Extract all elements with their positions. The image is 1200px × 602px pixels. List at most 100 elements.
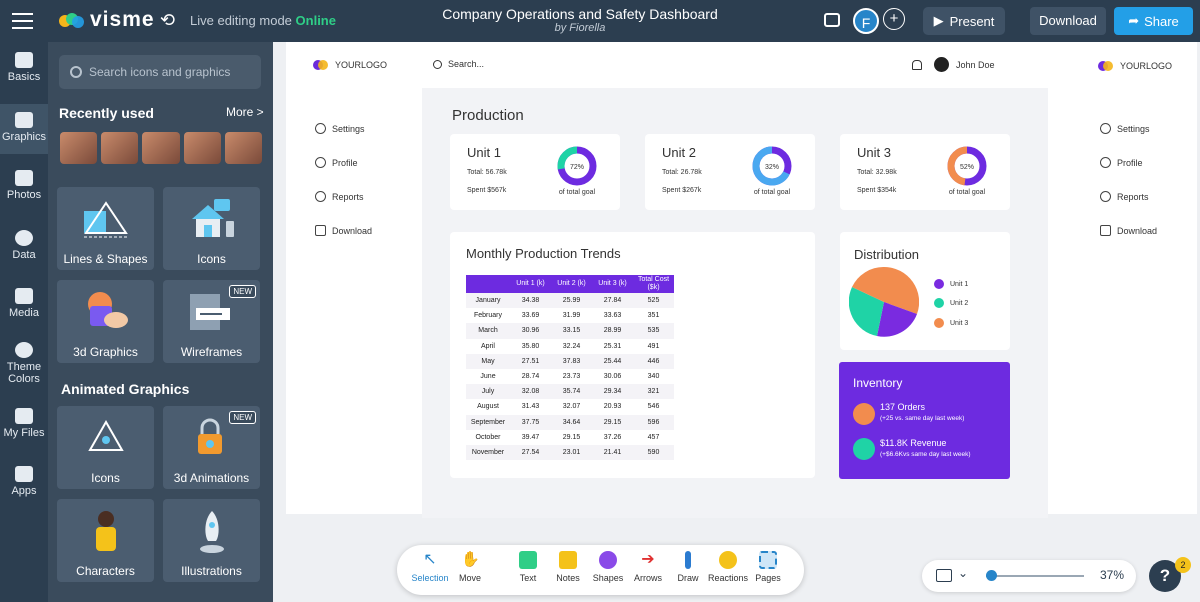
legend-swatch [934, 279, 944, 289]
comments-icon[interactable] [824, 13, 840, 27]
recent-graphic[interactable] [142, 132, 180, 164]
shapes-icon [599, 551, 617, 569]
search-input[interactable]: Search icons and graphics [59, 55, 261, 89]
table-cell: 34.38 [510, 293, 551, 309]
slide-search[interactable]: Search... [433, 59, 484, 69]
bell-icon[interactable] [912, 60, 922, 70]
donut-pct: 52% [960, 164, 974, 171]
tool-shapes[interactable]: Shapes [588, 551, 628, 583]
table-cell: January [466, 293, 510, 309]
iconbar-label: Theme Colors [6, 361, 42, 385]
iconbar-label: Basics [7, 71, 41, 83]
table-cell: 546 [647, 403, 660, 411]
tool-arrows[interactable]: ➔ Arrows [628, 551, 668, 583]
nav-label: Reports [332, 191, 364, 202]
unit-card[interactable]: Unit 1 Total: 56.78k Spent $567k 72% of … [450, 134, 620, 210]
donut-pct: 72% [570, 164, 584, 171]
right-nav-profile[interactable]: Profile [1100, 157, 1143, 168]
tool-draw[interactable]: Draw [668, 551, 708, 583]
brand-logo[interactable]: visme [58, 8, 155, 32]
tile-wireframes[interactable]: NEW Wireframes [163, 280, 260, 363]
pie-slice [877, 302, 917, 337]
zoom-value[interactable]: 37% [1100, 568, 1125, 582]
recent-graphic[interactable] [60, 132, 98, 164]
iconbar-apps[interactable]: Apps [0, 462, 48, 506]
iconbar-theme-colors[interactable]: Theme Colors [0, 338, 48, 390]
table-cell: 31.99 [562, 312, 581, 320]
unit-spent: Spent $267k [662, 187, 702, 194]
tool-pages[interactable]: Pages [748, 551, 788, 583]
tool-reactions[interactable]: Reactions [708, 551, 748, 583]
tool-notes[interactable]: Notes [548, 551, 588, 583]
table-row: September 37.75 34.64 29.15 596 [466, 414, 674, 430]
iconbar-graphics[interactable]: Graphics [0, 104, 48, 154]
table-cell: 28.99 [592, 323, 633, 339]
tool-text[interactable]: Text [508, 551, 548, 583]
menu-icon[interactable] [12, 13, 33, 29]
zoom-control: ⌄ 37% [922, 560, 1136, 592]
slide-logo[interactable]: YOURLOGO [313, 60, 387, 70]
table-cell: 35.80 [521, 342, 540, 350]
present-button[interactable]: ▶ Present [923, 7, 1005, 35]
view-mode-icon[interactable] [936, 569, 952, 582]
tile-icons[interactable]: Icons [163, 187, 260, 270]
download-button[interactable]: Download [1030, 7, 1106, 35]
graphics-icon [15, 112, 33, 128]
tool-selection[interactable]: ↖ Selection [410, 551, 450, 583]
tile-illustrations[interactable]: Illustrations [163, 499, 260, 582]
tile-label: Illustrations [181, 564, 242, 578]
donut-caption: of total goal [558, 189, 596, 196]
more-link[interactable]: More > [226, 105, 264, 119]
media-icon [15, 288, 33, 304]
tile-characters[interactable]: Characters [57, 499, 154, 582]
unit-card[interactable]: Unit 3 Total: 32.98k Spent $354k 52% of … [840, 134, 1010, 210]
unit-card[interactable]: Unit 2 Total: 26.78k Spent $267k 32% of … [645, 134, 815, 210]
iconbar-basics[interactable]: Basics [0, 48, 48, 96]
bottom-toolbar: ↖ Selection ✋ Move Text Notes Shapes ➔ Arro… [397, 545, 804, 595]
document-title[interactable]: Company Operations and Safety Dashboard [442, 6, 718, 22]
nav-label: Download [1117, 225, 1158, 236]
right-nav-reports[interactable]: Reports [1100, 191, 1149, 202]
nav-reports[interactable]: Reports [315, 191, 364, 202]
iconbar-data[interactable]: Data [0, 226, 48, 270]
zoom-slider[interactable] [986, 575, 1084, 577]
table-cell: July [466, 384, 510, 400]
table-cell: 37.83 [551, 353, 592, 369]
tile-3d-animations[interactable]: NEW 3d Animations [163, 406, 260, 489]
iconbar-photos[interactable]: Photos [0, 166, 48, 210]
iconbar-media[interactable]: Media [0, 284, 48, 328]
nav-settings[interactable]: Settings [315, 123, 365, 134]
tile-animated-icons[interactable]: Icons [57, 406, 154, 489]
right-nav-settings[interactable]: Settings [1100, 123, 1150, 134]
table-cell: 23.73 [562, 373, 581, 381]
table-cell: 25.31 [603, 342, 622, 350]
recent-graphic[interactable] [101, 132, 139, 164]
3d-graphic-icon [88, 292, 128, 328]
slide-user[interactable]: John Doe [934, 57, 995, 72]
nav-profile[interactable]: Profile [315, 157, 358, 168]
add-collaborator-icon[interactable]: + [883, 8, 905, 30]
recent-graphic[interactable] [224, 132, 263, 164]
tile-lines-shapes[interactable]: Lines & Shapes [57, 187, 154, 270]
table-cell: 20.93 [603, 403, 622, 411]
zoom-slider-handle[interactable] [985, 570, 997, 581]
nav-download[interactable]: Download [315, 225, 372, 236]
tool-label: Draw [677, 573, 699, 583]
share-button[interactable]: ➦ Share [1114, 7, 1193, 35]
note-icon [559, 551, 577, 569]
unit-name: Unit 1 [467, 145, 501, 160]
recent-graphic[interactable] [183, 132, 221, 164]
tool-move[interactable]: ✋ Move [450, 551, 490, 583]
avatar[interactable]: F [853, 8, 879, 34]
legend-label: Unit 3 [950, 319, 969, 327]
tile-3d-graphics[interactable]: 3d Graphics [57, 280, 154, 363]
iconbar-my-files[interactable]: My Files [0, 404, 48, 448]
right-logo[interactable]: YOURLOGO [1098, 61, 1172, 71]
undo-icon[interactable]: ⟲ [160, 10, 176, 30]
chevron-down-icon[interactable]: ⌄ [958, 566, 969, 580]
brand-name: visme [90, 8, 155, 31]
right-nav-download[interactable]: Download [1100, 225, 1157, 236]
table-cell: 21.41 [592, 444, 633, 461]
inventory-card[interactable]: Inventory 137 Orders (+25 vs. same day l… [839, 362, 1010, 479]
revenue-chart-icon [853, 438, 875, 460]
